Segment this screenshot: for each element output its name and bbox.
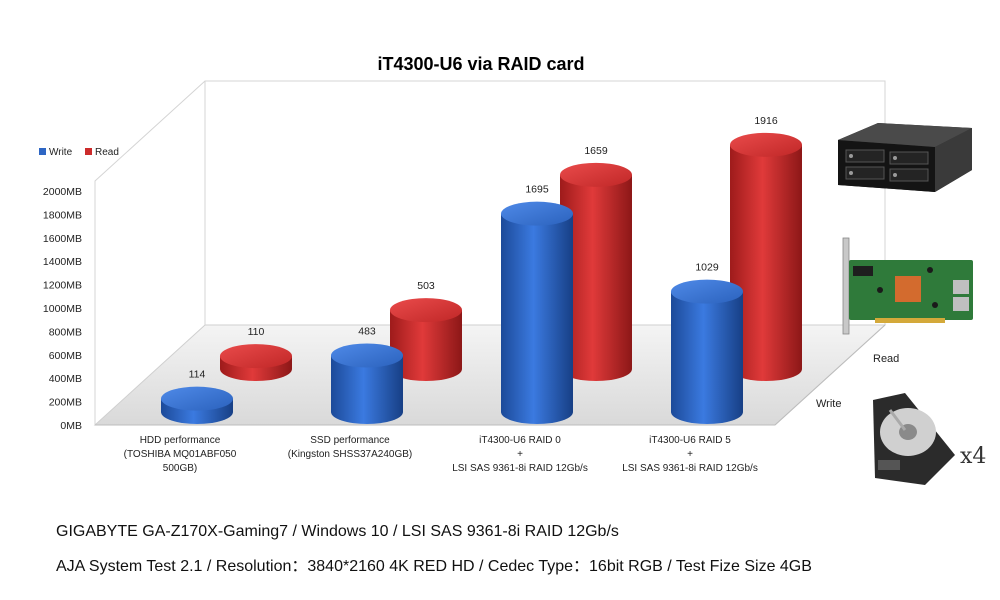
legend-swatch-write — [39, 148, 46, 155]
depth-label-read: Read — [873, 353, 899, 365]
x-tick-label: iT4300-U6 RAID 5 — [649, 435, 731, 446]
y-axis: 0MB 200MB 400MB 600MB 800MB 1000MB 1200MB 1400M… — [43, 186, 82, 432]
footer-test-info: AJA System Test 2.1 / Resolution：3840*21… — [56, 558, 812, 575]
bar-cap — [501, 201, 573, 226]
bar-read — [390, 298, 462, 381]
depth-label-write: Write — [816, 398, 841, 410]
bar-cap — [730, 132, 802, 157]
bar-write — [331, 343, 403, 424]
x-axis: HDD performance (TOSHIBA MQ01ABF050 500GB)… — [124, 435, 758, 474]
bar-cap — [220, 344, 292, 369]
data-label: 483 — [358, 325, 376, 337]
quantity-multiplier: x4 — [960, 444, 987, 469]
plot-area: 110 503 1659 1916 114 483 1695 1029 — [161, 115, 802, 424]
raid-card-icon — [842, 237, 973, 335]
x-tick-label: + — [517, 449, 523, 460]
x-tick-label: + — [687, 449, 693, 460]
hdd-enclosure-icon — [838, 123, 972, 192]
data-label: 110 — [248, 326, 265, 338]
bar-body — [501, 213, 573, 424]
y-tick-label: 2000MB — [43, 186, 82, 198]
x-tick-label: 500GB) — [163, 463, 197, 474]
data-label: 503 — [417, 280, 435, 292]
y-tick-label: 1400MB — [43, 256, 82, 268]
x-tick-label: SSD performance — [310, 435, 390, 446]
bar-cap — [331, 343, 403, 368]
bar-cap — [161, 386, 233, 411]
data-label: 1695 — [525, 184, 549, 196]
depth-axis-line — [774, 324, 886, 426]
y-tick-label: 1200MB — [43, 280, 82, 292]
bar-cap — [390, 298, 462, 323]
data-label: 114 — [189, 369, 206, 381]
x-tick-label: (TOSHIBA MQ01ABF050 — [124, 449, 237, 460]
x-tick-label: iT4300-U6 RAID 0 — [479, 435, 561, 446]
bar-body — [730, 144, 802, 381]
bar-write — [501, 201, 573, 424]
bar-body — [560, 174, 632, 381]
y-tick-label: 600MB — [49, 350, 82, 362]
y-tick-label: 1800MB — [43, 209, 82, 221]
legend-swatch-read — [85, 148, 92, 155]
y-tick-label: 800MB — [49, 326, 82, 338]
bar-write — [161, 386, 233, 424]
bar-read — [220, 344, 292, 381]
bar-cap — [671, 279, 743, 304]
y-tick-label: 1600MB — [43, 233, 82, 245]
x-tick-label: (Kingston SHSS37A240GB) — [288, 449, 413, 460]
chart-title: iT4300-U6 via RAID card — [377, 54, 584, 74]
footer-system-info: GIGABYTE GA-Z170X-Gaming7 / Windows 10 /… — [56, 523, 619, 540]
y-tick-label: 400MB — [49, 373, 82, 385]
data-label: 1659 — [584, 145, 608, 157]
bar-read — [560, 162, 632, 381]
legend-label-read: Read — [95, 147, 119, 158]
data-label: 1029 — [695, 262, 719, 274]
bar-body — [671, 291, 743, 424]
bar-body — [331, 355, 403, 424]
bar-body — [390, 310, 462, 381]
x-tick-label: LSI SAS 9361-8i RAID 12Gb/s — [622, 463, 758, 474]
data-label: 1916 — [754, 115, 778, 127]
bar-write — [671, 279, 743, 424]
x-tick-label: HDD performance — [140, 435, 221, 446]
bar-read — [730, 132, 802, 381]
bar-cap — [560, 162, 632, 187]
y-tick-label: 0MB — [60, 420, 82, 432]
y-tick-label: 1000MB — [43, 303, 82, 315]
x-tick-label: LSI SAS 9361-8i RAID 12Gb/s — [452, 463, 588, 474]
hard-drive-icon — [873, 393, 955, 485]
legend: Write Read — [39, 147, 119, 158]
legend-label-write: Write — [49, 147, 73, 158]
y-tick-label: 200MB — [49, 397, 82, 409]
